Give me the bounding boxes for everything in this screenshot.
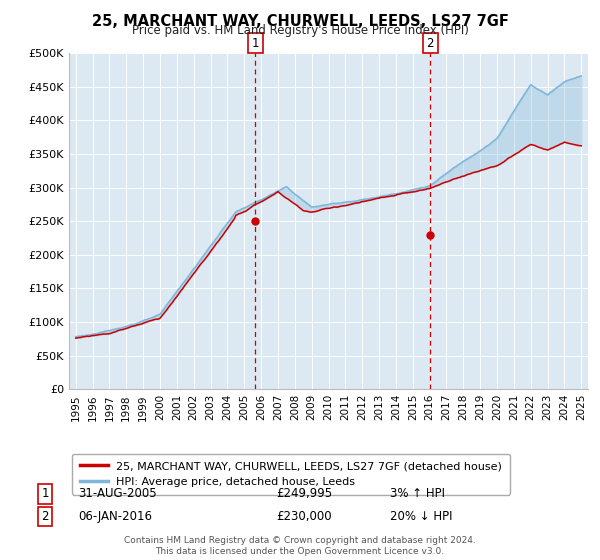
- Text: 1: 1: [41, 487, 49, 501]
- Text: 2: 2: [427, 37, 434, 50]
- Text: 25, MARCHANT WAY, CHURWELL, LEEDS, LS27 7GF: 25, MARCHANT WAY, CHURWELL, LEEDS, LS27 …: [92, 14, 508, 29]
- Text: £230,000: £230,000: [276, 510, 332, 523]
- Text: £249,995: £249,995: [276, 487, 332, 501]
- Text: 31-AUG-2005: 31-AUG-2005: [78, 487, 157, 501]
- Text: 2: 2: [41, 510, 49, 523]
- Text: 20% ↓ HPI: 20% ↓ HPI: [390, 510, 452, 523]
- Text: Contains HM Land Registry data © Crown copyright and database right 2024.
This d: Contains HM Land Registry data © Crown c…: [124, 536, 476, 556]
- Text: 3% ↑ HPI: 3% ↑ HPI: [390, 487, 445, 501]
- Text: 1: 1: [252, 37, 259, 50]
- Text: Price paid vs. HM Land Registry's House Price Index (HPI): Price paid vs. HM Land Registry's House …: [131, 24, 469, 37]
- Legend: 25, MARCHANT WAY, CHURWELL, LEEDS, LS27 7GF (detached house), HPI: Average price: 25, MARCHANT WAY, CHURWELL, LEEDS, LS27 …: [72, 454, 510, 494]
- Text: 06-JAN-2016: 06-JAN-2016: [78, 510, 152, 523]
